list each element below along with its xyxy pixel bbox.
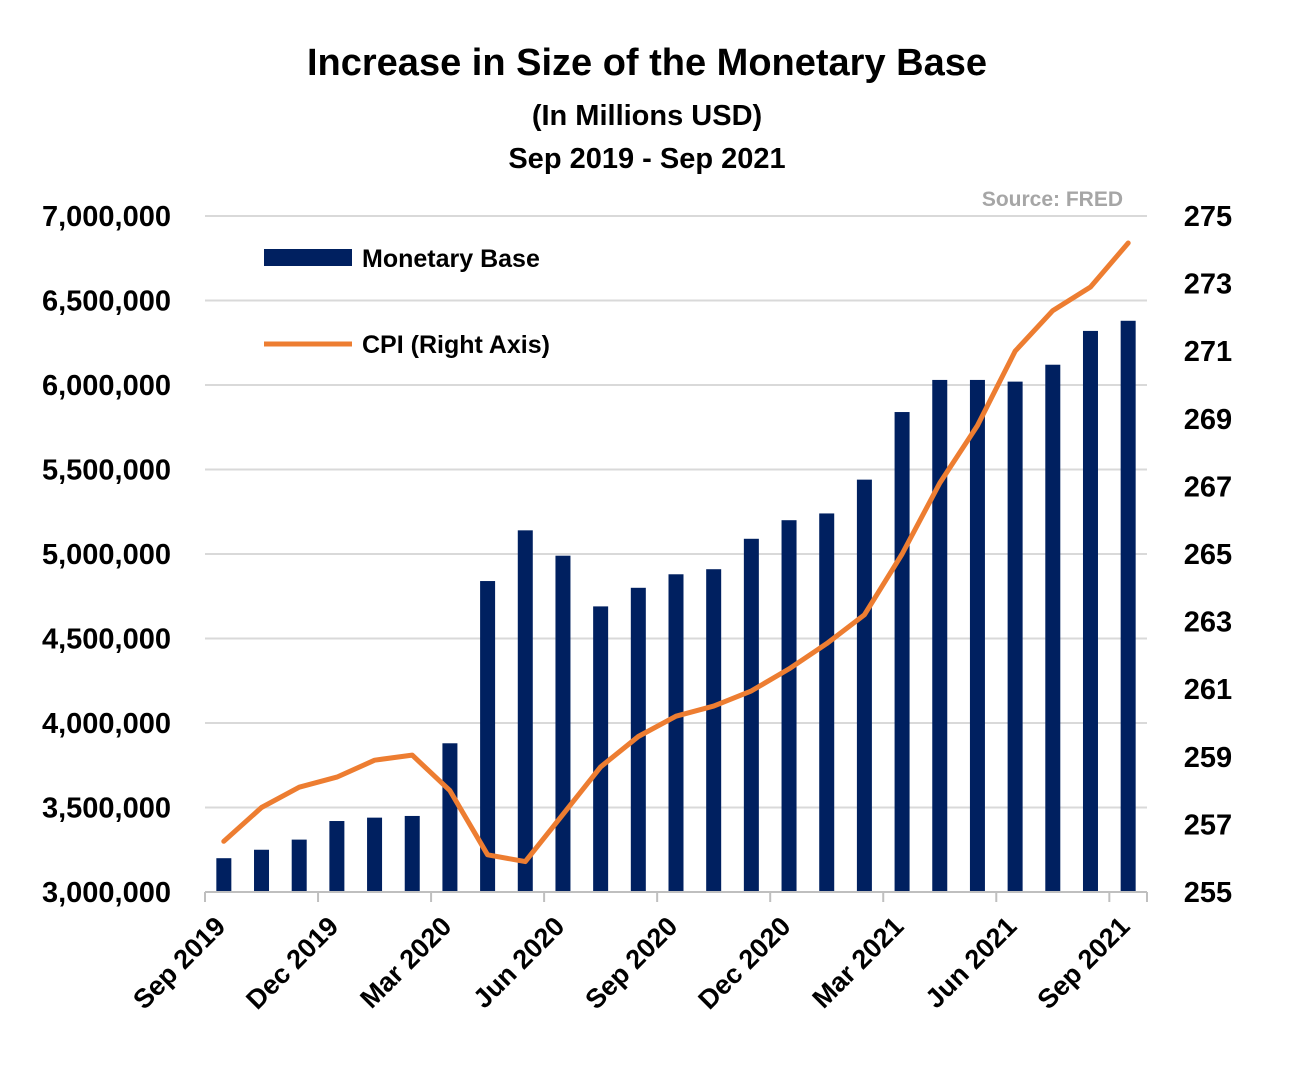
monetary-base-bar	[743, 538, 759, 892]
x-tick-label: Mar 2021	[807, 911, 910, 1014]
monetary-base-bar	[480, 581, 496, 892]
x-tick-label: Dec 2019	[240, 911, 344, 1015]
x-axis: Sep 2019 Dec 2019 Mar 2020 Jun 2020 Sep 2020…	[127, 891, 1148, 1015]
monetary-base-bar	[1045, 364, 1061, 893]
left-y-tick-label: 5,000,000	[42, 539, 171, 571]
right-y-tick-label: 267	[1184, 471, 1232, 503]
monetary-base-bar	[404, 815, 420, 892]
left-y-tick-label: 6,500,000	[42, 286, 171, 318]
monetary-base-bar	[819, 513, 835, 892]
monetary-base-bar	[668, 574, 684, 892]
gridlines	[205, 215, 1147, 809]
source-label: Source: FRED	[982, 188, 1123, 211]
chart-subtitle-units: (In Millions USD)	[531, 100, 763, 132]
right-y-axis: 255 257 259 261 263 265 267 269 271 273 275	[1184, 201, 1232, 909]
monetary-base-bar	[630, 587, 646, 892]
right-y-tick-label: 271	[1184, 336, 1232, 368]
legend-label-monetary-base: Monetary Base	[362, 245, 540, 273]
right-y-tick-label: 259	[1184, 742, 1232, 774]
monetary-base-bar	[856, 479, 872, 892]
left-y-tick-label: 3,500,000	[42, 793, 171, 825]
monetary-base-bars	[216, 320, 1136, 893]
right-y-tick-label: 273	[1184, 269, 1232, 301]
x-tick-label: Sep 2020	[579, 911, 683, 1015]
monetary-base-bar	[969, 379, 985, 892]
monetary-base-bar	[517, 530, 533, 892]
right-y-tick-label: 257	[1184, 809, 1232, 841]
monetary-base-bar	[329, 821, 345, 892]
monetary-base-bar	[1120, 320, 1136, 892]
x-tick-label: Jun 2020	[467, 911, 570, 1014]
monetary-base-bar	[1007, 381, 1023, 892]
x-tick-label: Mar 2020	[354, 911, 457, 1014]
chart-subtitle-range: Sep 2019 - Sep 2021	[508, 143, 786, 175]
monetary-base-bar	[254, 849, 270, 892]
monetary-base-bar	[291, 839, 307, 892]
left-y-axis: 3,000,000 3,500,000 4,000,000 4,500,000 5,00…	[42, 201, 171, 909]
x-tick-label: Jun 2021	[920, 911, 1023, 1014]
monetary-base-bar	[593, 606, 609, 892]
left-y-tick-label: 4,500,000	[42, 624, 171, 656]
right-y-tick-label: 255	[1184, 877, 1232, 909]
left-y-tick-label: 4,000,000	[42, 708, 171, 740]
right-y-tick-label: 261	[1184, 674, 1232, 706]
cpi-line	[221, 240, 1131, 865]
monetary-base-bar	[932, 379, 948, 892]
left-y-tick-label: 6,000,000	[42, 370, 171, 402]
left-y-tick-label: 7,000,000	[42, 201, 171, 233]
x-tick-label: Dec 2020	[692, 911, 796, 1015]
monetary-base-bar	[1082, 330, 1098, 892]
right-y-tick-label: 275	[1184, 201, 1232, 233]
legend-label-cpi: CPI (Right Axis)	[362, 331, 550, 359]
chart-title: Increase in Size of the Monetary Base	[306, 42, 987, 84]
monetary-base-bar	[367, 817, 383, 892]
monetary-base-bar	[894, 412, 910, 892]
monetary-base-bar	[781, 520, 797, 892]
x-tick-label: Sep 2019	[127, 911, 231, 1015]
right-y-tick-label: 265	[1184, 539, 1232, 571]
cpi-line-group	[221, 240, 1131, 865]
legend: Monetary Base CPI (Right Axis)	[264, 245, 550, 359]
legend-swatch-monetary-base	[264, 249, 352, 266]
monetary-base-bar	[442, 743, 458, 892]
left-y-tick-label: 5,500,000	[42, 455, 171, 487]
right-y-tick-label: 269	[1184, 404, 1232, 436]
monetary-base-bar	[555, 555, 571, 892]
x-tick-label: Sep 2021	[1032, 911, 1136, 1015]
left-y-tick-label: 3,000,000	[42, 877, 171, 909]
right-y-tick-label: 263	[1184, 607, 1232, 639]
monetary-base-bar	[706, 569, 722, 892]
monetary-base-bar	[216, 858, 232, 892]
